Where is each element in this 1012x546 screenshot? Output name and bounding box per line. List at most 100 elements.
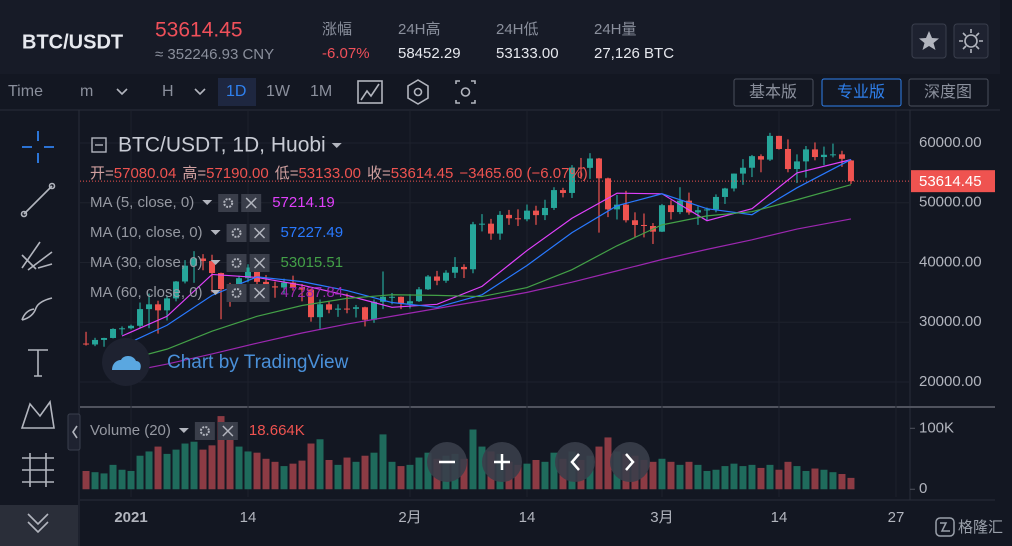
interval[interactable]: H	[162, 83, 174, 100]
watermark: Chart by TradingView	[167, 352, 349, 373]
version-label[interactable]: 深度图	[924, 83, 972, 101]
candle-body	[353, 307, 360, 309]
volume-bar	[739, 466, 747, 490]
volume-bar	[82, 470, 90, 490]
scroll-left[interactable]	[555, 442, 595, 482]
nav-buttons	[427, 442, 650, 482]
legend-value: 18.664K	[249, 422, 305, 439]
candle-body	[487, 223, 494, 234]
candle-body	[577, 167, 584, 169]
volume-bar	[397, 466, 405, 490]
candle-body	[469, 224, 476, 270]
candle-body	[613, 204, 620, 210]
volume-bar	[145, 451, 153, 490]
candle-body	[218, 273, 225, 290]
interval[interactable]: 1W	[266, 83, 291, 100]
zoom-in[interactable]	[482, 442, 522, 482]
version-button[interactable]	[733, 78, 814, 107]
legend-settings-icon	[231, 228, 242, 238]
version-label[interactable]: 专业版	[837, 83, 885, 101]
interval[interactable]: m	[80, 83, 93, 100]
volume-bar	[775, 469, 783, 490]
scroll-right[interactable]	[610, 442, 650, 482]
candle-body	[676, 200, 683, 213]
crosshair-tool[interactable]	[22, 131, 54, 163]
volume-bar	[730, 463, 738, 490]
measure-tool[interactable]	[22, 453, 54, 487]
theme-button[interactable]	[953, 23, 989, 59]
tradingview-badge[interactable]	[102, 338, 150, 386]
side-toggle[interactable]	[67, 413, 81, 451]
volume-bar	[694, 464, 702, 490]
legend-dropdown[interactable]	[178, 428, 189, 433]
brush-tool[interactable]	[21, 297, 53, 321]
candle-body	[667, 205, 674, 213]
volume-bar	[685, 461, 693, 490]
text-tool[interactable]	[28, 349, 48, 377]
volume-bar	[325, 459, 333, 490]
ohlc-item: 57080.04	[114, 165, 177, 182]
volume-bar	[649, 461, 657, 490]
candle-body	[829, 154, 836, 156]
stat-value: 27,126 BTC	[594, 45, 674, 62]
x-tick-label: 2021	[114, 509, 147, 526]
pattern-tool[interactable]	[20, 399, 55, 429]
candle-body	[155, 304, 162, 311]
version-label[interactable]: 基本版	[749, 83, 797, 101]
y-tick-label: 50000.00	[919, 194, 982, 211]
interval[interactable]: 1M	[310, 83, 332, 100]
screenshot-button[interactable]	[455, 80, 476, 104]
legend-dropdown[interactable]	[202, 200, 213, 205]
collapse-tools[interactable]	[0, 505, 78, 546]
volume-bar	[829, 472, 837, 490]
volume-bar	[721, 466, 729, 490]
candle-body	[766, 135, 773, 160]
indicators-button[interactable]	[407, 79, 429, 105]
chart-style-button[interactable]	[357, 80, 383, 104]
chevron	[194, 88, 206, 96]
volume-bar	[604, 437, 612, 490]
pair: BTC/USDT	[22, 31, 123, 53]
logo-text: 格隆汇	[958, 519, 1003, 536]
version-button[interactable]	[908, 78, 989, 107]
legend-settings[interactable]	[194, 422, 215, 440]
legend-remove-icon	[254, 287, 266, 299]
legend-value: 53015.51	[281, 254, 344, 271]
ohlc-item: 低=	[275, 165, 299, 182]
ohlc-item: −3465.60 (−6.07%)	[459, 165, 587, 182]
legend-dropdown[interactable]	[210, 230, 221, 235]
legend-settings[interactable]	[226, 224, 247, 242]
candle-body	[838, 154, 845, 159]
stat-value: 58452.29	[398, 45, 461, 62]
legend-settings[interactable]	[226, 254, 247, 272]
legend-settings-icon	[231, 258, 242, 268]
candle-body	[523, 210, 530, 220]
price: 53614.45	[155, 19, 243, 42]
candle-body	[173, 281, 180, 299]
volume-bar	[460, 458, 468, 490]
ma-line	[121, 218, 852, 374]
legend-settings[interactable]	[218, 194, 239, 212]
legend-settings[interactable]	[226, 284, 247, 302]
legend-dropdown[interactable]	[210, 260, 221, 265]
line-tool[interactable]	[20, 182, 56, 218]
volume-bar	[415, 457, 423, 490]
candle-body	[568, 167, 575, 193]
volume-bar	[190, 441, 198, 490]
volume-bar	[244, 451, 252, 490]
zoom-out[interactable]	[427, 442, 467, 482]
legend-collapse[interactable]	[91, 137, 107, 153]
legend-dropdown[interactable]	[210, 290, 221, 295]
candle-body	[721, 188, 728, 197]
title-dropdown[interactable]	[331, 143, 342, 148]
favorite-button[interactable]	[911, 23, 947, 59]
candle-body	[811, 149, 818, 158]
interval[interactable]: 1D	[226, 83, 246, 100]
version-button[interactable]	[821, 78, 902, 107]
volume-bar	[712, 469, 720, 490]
interval[interactable]: Time	[8, 83, 43, 100]
fork-tool[interactable]	[21, 241, 53, 271]
volume-bar	[262, 458, 270, 490]
ma-line	[121, 184, 852, 362]
candle-body	[748, 156, 755, 168]
